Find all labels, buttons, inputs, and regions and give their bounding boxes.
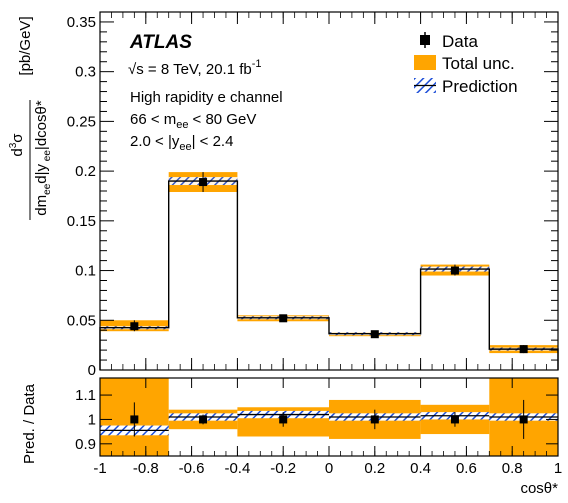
svg-text:66 < mee< 80 GeV: 66 < mee < 80 GeV <box>130 111 256 131</box>
svg-text:dmeed|y ee|dcosθ*: dmeed|y ee|dcosθ* <box>33 100 53 216</box>
y-tick-label: 0 <box>88 362 96 379</box>
rapidity-label: 2.0 < |yee| < 2.4 <box>130 133 233 153</box>
y-tick-label: 0.05 <box>67 312 96 329</box>
legend-item-prediction: Prediction <box>414 77 518 96</box>
x-tick-label: -0.2 <box>270 460 296 477</box>
x-tick-label: 0.6 <box>456 460 477 477</box>
legend-item-data: Data <box>420 32 478 51</box>
atlas-logo: ATLAS <box>129 32 192 53</box>
svg-text:Prediction: Prediction <box>442 77 518 96</box>
ratio-y-axis-title: Pred. / Data <box>21 383 38 464</box>
x-tick-label: -0.8 <box>133 460 159 477</box>
energy-label: √s = 8 TeV, 20.1 fb-1 <box>128 58 262 78</box>
main-panel: 0 0.05 0.1 0.15 0.2 0.25 0.3 0.35 <box>67 11 559 379</box>
data-point <box>370 330 379 339</box>
x-tick-label: 0.4 <box>410 460 431 477</box>
ratio-data-point <box>519 415 528 424</box>
ratio-y-tick-label: 1.1 <box>75 387 96 404</box>
svg-text:Data: Data <box>442 32 478 51</box>
ratio-data-point <box>130 415 139 424</box>
y-tick-label: 0.1 <box>75 263 96 280</box>
channel-label: High rapidity e channel <box>130 89 283 106</box>
svg-text:√s = 8 TeV, 20.1 fb-1: √s = 8 TeV, 20.1 fb-1 <box>128 58 262 78</box>
data-point <box>279 314 288 323</box>
ratio-data-point <box>199 415 208 424</box>
legend: Data Total unc. Prediction <box>414 32 518 96</box>
svg-text:d3σ: d3σ <box>8 133 26 157</box>
legend-item-total-unc: Total unc. <box>414 54 515 73</box>
x-tick-label: 1 <box>554 460 562 477</box>
ratio-y-tick-label: 1 <box>88 411 96 428</box>
x-tick-label: -1 <box>93 460 106 477</box>
ratio-data-point <box>279 415 288 424</box>
x-axis-title: cosθ* <box>520 480 558 497</box>
data-point <box>450 266 459 275</box>
y-tick-label: 0.3 <box>75 64 96 81</box>
y-tick-label: 0.25 <box>67 113 96 130</box>
x-tick-label: 0 <box>325 460 333 477</box>
data-point <box>519 345 528 354</box>
svg-text:2.0 < |yee| < 2.4: 2.0 < |yee| < 2.4 <box>130 133 233 153</box>
x-tick-label: -0.4 <box>224 460 250 477</box>
mass-label: 66 < mee < 80 GeV <box>130 111 256 131</box>
data-point <box>199 178 208 187</box>
ratio-data-point <box>370 415 379 424</box>
x-tick-label: 0.8 <box>502 460 523 477</box>
svg-text:[pb/GeV]: [pb/GeV] <box>17 16 34 75</box>
y-tick-label: 0.2 <box>75 163 96 180</box>
ratio-panel: 0.9 1 1.1 -1 -0.8 -0.6 -0.4 -0.2 0 0.2 0.4 0.6 0.8 1 <box>75 377 562 477</box>
ratio-data-point <box>450 415 459 424</box>
y-axis-title: d3σ dmeed|y ee|dcosθ* [pb/GeV] <box>8 16 53 220</box>
data-point <box>130 322 139 331</box>
x-tick-label: -0.6 <box>179 460 205 477</box>
ratio-y-tick-label: 0.9 <box>75 436 96 453</box>
prediction-histogram <box>99 180 559 370</box>
x-tick-label: 0.2 <box>364 460 385 477</box>
y-tick-label: 0.15 <box>67 213 96 230</box>
svg-text:Total unc.: Total unc. <box>442 54 515 73</box>
y-tick-label: 0.35 <box>67 14 96 31</box>
